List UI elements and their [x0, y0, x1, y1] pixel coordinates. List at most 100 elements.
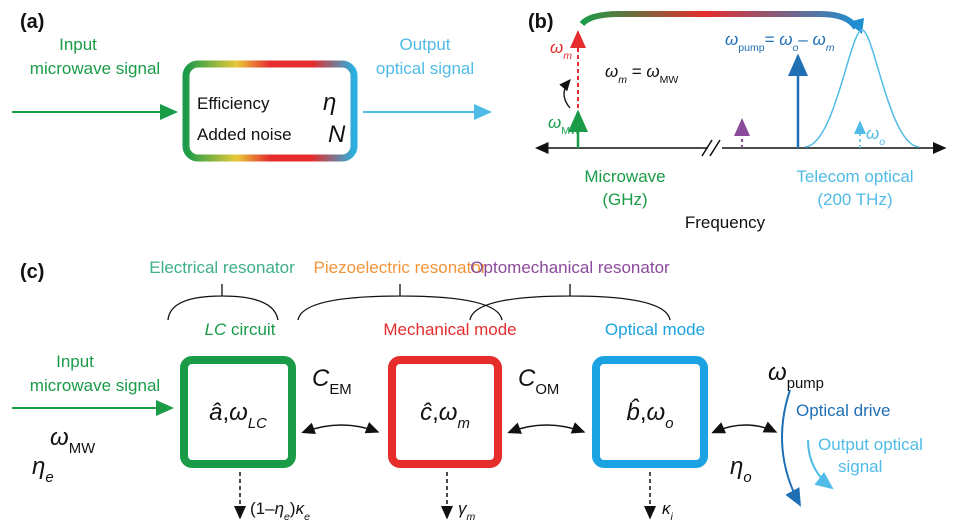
text-part: ω — [768, 359, 787, 386]
mode-label: Mechanical mode — [383, 320, 516, 339]
text-part: , — [222, 399, 229, 426]
coupling-arrow — [301, 422, 380, 435]
coupling-arrow — [507, 422, 586, 434]
text-part: ω — [866, 124, 879, 143]
output-label: Output optical — [818, 435, 923, 454]
eta-o: ηo — [730, 453, 752, 486]
subscript: i — [671, 511, 674, 523]
subscript: m — [467, 511, 476, 523]
text-part: η — [730, 453, 743, 480]
drive-label: Optical drive — [796, 401, 890, 420]
text-part: ω — [229, 399, 248, 426]
text-part: η — [275, 499, 284, 518]
mode-label: LC circuit — [205, 320, 276, 339]
subscript: o — [879, 136, 885, 148]
subscript: pump — [787, 376, 824, 392]
subscript: pump — [738, 42, 764, 54]
axis-break — [701, 139, 713, 157]
text-part: C — [312, 365, 330, 392]
mode-symbol: b̂,ωo — [626, 398, 673, 432]
text-part: γ — [458, 499, 468, 518]
drive-arrow — [781, 389, 801, 507]
output-label: optical signal — [376, 59, 474, 78]
axis-title: Frequency — [685, 213, 766, 232]
subscript: o — [793, 42, 799, 54]
input-label: Input — [59, 35, 97, 54]
text-part: – — [798, 30, 812, 49]
text-part: η — [32, 453, 45, 480]
loss-label: κi — [662, 499, 674, 523]
text-part: ω — [548, 113, 561, 132]
omega-m: ωm — [550, 38, 572, 62]
subscript: o — [743, 470, 751, 486]
c-em: CEM — [312, 365, 352, 398]
subscript: LC — [248, 416, 267, 432]
c-om: COM — [518, 365, 559, 398]
pump-equation: ωpump= ωo– ωm — [725, 30, 835, 54]
text-part: â — [209, 399, 222, 426]
panel-label: (b) — [528, 11, 554, 33]
brace — [297, 284, 503, 321]
text-part: κ — [662, 499, 672, 518]
output-label: signal — [838, 457, 882, 476]
efficiency-label: Efficiency — [197, 94, 270, 113]
text-part: ω — [779, 30, 792, 49]
text-part: circuit — [226, 320, 275, 339]
mode-label: Optical mode — [605, 320, 705, 339]
axis-label: (GHz) — [602, 190, 647, 209]
text-part: = — [765, 30, 780, 49]
subscript: o — [665, 416, 673, 432]
text-part: κ — [296, 499, 306, 518]
lc-box — [180, 356, 296, 468]
output-arrow — [807, 439, 834, 490]
text-part: ω — [50, 424, 69, 451]
text-part: LC — [205, 320, 227, 339]
subscript: OM — [535, 382, 559, 398]
subscript: MW — [69, 441, 95, 457]
optical-box — [592, 356, 708, 468]
text-part: ω — [647, 399, 666, 426]
arrow-head — [848, 18, 864, 34]
subscript: e — [45, 470, 53, 486]
text-part: ω — [550, 38, 563, 57]
text-part: = — [627, 62, 646, 81]
axis-label: Microwave — [584, 167, 665, 186]
eta-e: ηe — [32, 453, 54, 486]
text-part: ω — [813, 30, 826, 49]
subscript: MW — [660, 74, 679, 86]
input-label: microwave signal — [30, 376, 160, 395]
text-part: , — [640, 399, 647, 426]
panel-label: (a) — [20, 11, 44, 33]
text-part: ω — [605, 62, 618, 81]
equation: ωm = ωMW — [605, 62, 678, 86]
input-label: Input — [56, 352, 94, 371]
text-part: ĉ — [420, 399, 432, 426]
text-part: ) — [290, 499, 296, 518]
eta-symbol: η — [323, 89, 336, 116]
loss-label: (1–ηe)κe — [250, 499, 310, 523]
axis-label: Telecom optical — [796, 167, 913, 186]
loss-label: γm — [458, 499, 476, 523]
cavity-resonance — [804, 29, 920, 148]
omega-mw: ωMW — [50, 424, 95, 457]
noise-label: Added noise — [197, 125, 292, 144]
subscript: m — [618, 74, 627, 86]
text-part: , — [432, 399, 439, 426]
coupling-arrow — [711, 421, 778, 434]
subscript: m — [826, 42, 835, 54]
text-part: ω — [725, 30, 738, 49]
text-part: b̂ — [626, 398, 639, 426]
axis-label: (200 THz) — [817, 190, 892, 209]
coupling-arrow — [559, 79, 571, 109]
mode-symbol: ĉ,ωm — [420, 399, 470, 432]
text-part: C — [518, 365, 536, 392]
subscript: e — [304, 511, 310, 523]
subscript: EM — [329, 382, 351, 398]
converter-box — [182, 60, 358, 162]
panel-label: (c) — [20, 261, 44, 283]
subscript: m — [563, 50, 572, 62]
conversion-arrow — [579, 11, 859, 30]
resonator-label: Piezoelectric resonator — [314, 258, 487, 277]
subscript: MW — [561, 125, 580, 137]
